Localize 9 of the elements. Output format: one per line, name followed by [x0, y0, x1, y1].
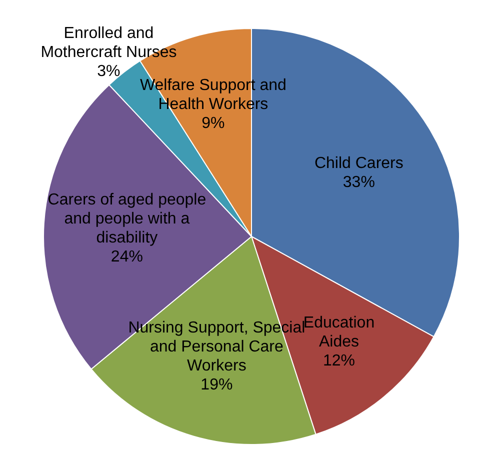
data-label: 12% [322, 352, 356, 370]
data-label: 33% [342, 174, 375, 191]
slice-label: Education Aides [303, 314, 375, 351]
data-label: 9% [202, 115, 225, 132]
data-label: 3% [97, 62, 120, 80]
slice-label: Child Carers [314, 154, 404, 172]
data-label: 19% [200, 376, 233, 394]
data-label: 24% [110, 248, 143, 266]
slice-label: Carers of aged people and people with a disability [48, 192, 206, 247]
